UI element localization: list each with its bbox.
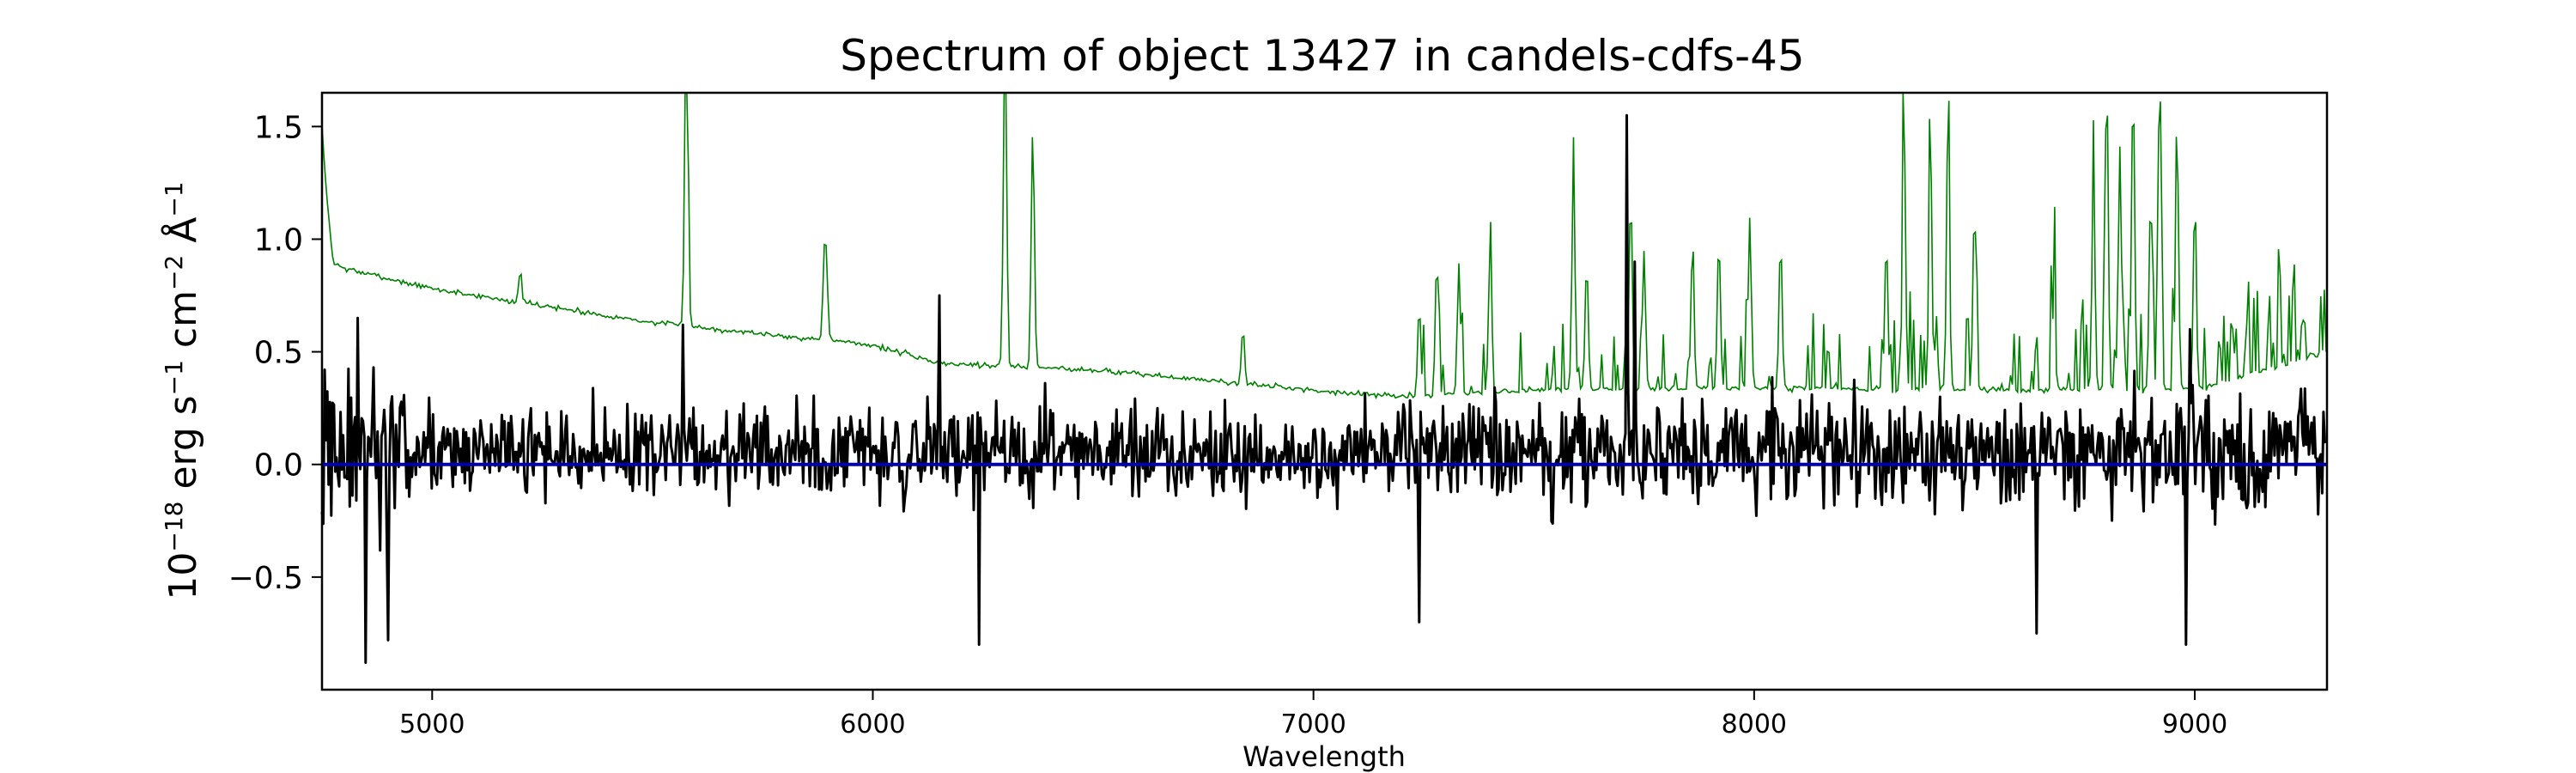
y-tick-label: 1.0 [254,222,303,258]
flux-spectrum-line [320,113,2327,664]
y-tick-label: 0.0 [254,448,303,484]
x-tick-label: 7000 [1280,709,1346,740]
plot-frame [320,91,2329,691]
noise-series [321,92,2327,399]
x-tick-label: 5000 [399,709,465,740]
x-tick-label: 9000 [2162,709,2227,740]
y-tick-label: −0.5 [228,561,303,596]
y-tick-label: 1.5 [254,110,303,145]
x-axis-label: Wavelength [1242,740,1406,773]
y-axis-label: 10−18 erg s−1 cm−2 Å−1 [160,181,205,600]
y-tick-label: 0.5 [254,336,303,371]
x-tick-label: 8000 [1722,709,1787,740]
x-tick-label: 6000 [840,709,905,740]
noise-spectrum-line [321,92,2327,399]
chart-title: Spectrum of object 13427 in candels-cdfs… [840,31,1805,81]
x-axis: 5000 6000 7000 8000 9000 [399,690,2227,740]
y-axis: −0.5 0.0 0.5 1.0 1.5 [228,110,322,596]
flux-series [320,113,2327,664]
